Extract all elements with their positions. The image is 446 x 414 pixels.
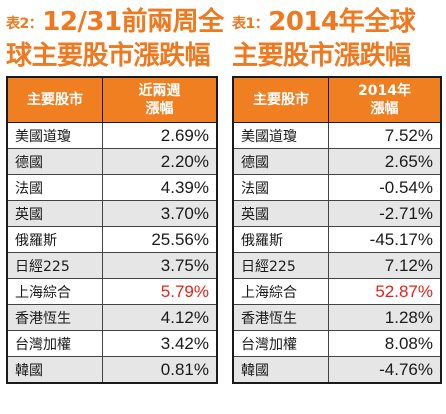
table-row: 德國 2.20% [6,148,218,175]
market-name: 香港恆生 [6,304,103,331]
two-week-table-panel: 表2：12/31前兩周全 球主要股市漲跌幅 主要股市 近兩週 漲幅 美國道瓊 2.… [6,6,224,384]
market-name: 香港恆生 [232,304,329,331]
title-line-2: 主要股市漲跌幅 [232,41,411,71]
annual-table: 主要股市 2014年 漲幅 美國道瓊 7.52% 德國 2.65% 法國 -0.54%… [232,76,442,384]
market-name: 俄羅斯 [232,226,329,253]
table-row: 上海綜合 5.79% [6,278,218,305]
table-row: 台灣加權 3.42% [6,330,218,357]
title-line-2: 球主要股市漲跌幅 [6,41,211,71]
table-row: 香港恆生 4.12% [6,304,218,331]
table-row: 韓國 -4.76% [232,356,442,384]
header-market: 主要股市 [232,76,329,123]
market-name: 台灣加權 [6,330,103,357]
table-row: 香港恆生 1.28% [232,304,442,331]
market-name: 法國 [6,174,103,201]
market-name: 台灣加權 [232,330,329,357]
table-row: 日經225 3.75% [6,252,218,279]
header-change-line-2: 漲幅 [370,101,399,117]
table-number-tag: 表2： [6,16,43,32]
change-value: -45.17% [328,226,442,253]
header-change-line-2: 漲幅 [145,101,174,117]
header-change-line-1: 近兩週 [138,83,181,99]
change-value: -2.71% [328,200,442,227]
table-row: 俄羅斯 -45.17% [232,226,442,253]
annual-table-title: 表1：2014年全球 主要股市漲跌幅 [232,6,442,76]
table-row: 日經225 7.12% [232,252,442,279]
change-value: 2.65% [328,148,442,175]
change-value: 0.81% [102,356,218,384]
market-name: 韓國 [232,356,329,384]
market-name: 日經225 [6,252,103,279]
header-change: 2014年 漲幅 [328,76,442,123]
market-name: 英國 [232,200,329,227]
change-value: 8.08% [328,330,442,357]
change-value: -0.54% [328,174,442,201]
change-value: 3.70% [102,200,218,227]
two-week-table: 主要股市 近兩週 漲幅 美國道瓊 2.69% 德國 2.20% 法國 4.39% 英國… [6,76,218,384]
change-value: 4.39% [102,174,218,201]
highlighted-change-value: 52.87% [328,278,442,305]
market-name: 法國 [232,174,329,201]
title-line-1: 12/31前兩周全 [42,7,224,37]
table-row: 英國 -2.71% [232,200,442,227]
title-line-1: 2014年全球 [268,7,416,37]
change-value: 3.42% [102,330,218,357]
header-change-line-1: 2014年 [358,83,411,99]
market-name: 美國道瓊 [232,122,329,149]
market-name: 日經225 [232,252,329,279]
change-value: 2.20% [102,148,218,175]
market-name: 德國 [6,148,103,175]
change-value: 25.56% [102,226,218,253]
two-week-table-title: 表2：12/31前兩周全 球主要股市漲跌幅 [6,6,224,76]
market-name: 上海綜合 [232,278,329,305]
table-row: 法國 4.39% [6,174,218,201]
table-row: 美國道瓊 2.69% [6,122,218,149]
header-change: 近兩週 漲幅 [102,76,218,123]
table-row: 台灣加權 8.08% [232,330,442,357]
change-value: 3.75% [102,252,218,279]
highlighted-change-value: 5.79% [102,278,218,305]
table-row: 俄羅斯 25.56% [6,226,218,253]
change-value: 1.28% [328,304,442,331]
change-value: 2.69% [102,122,218,149]
change-value: -4.76% [328,356,442,384]
market-name: 俄羅斯 [6,226,103,253]
table-row: 法國 -0.54% [232,174,442,201]
table-number-tag: 表1： [232,16,269,32]
table-row: 德國 2.65% [232,148,442,175]
table-row: 美國道瓊 7.52% [232,122,442,149]
header-market: 主要股市 [6,76,103,123]
change-value: 7.12% [328,252,442,279]
market-name: 美國道瓊 [6,122,103,149]
market-name: 上海綜合 [6,278,103,305]
market-name: 英國 [6,200,103,227]
table-header-row: 主要股市 2014年 漲幅 [232,76,442,123]
table-row: 英國 3.70% [6,200,218,227]
table-row: 上海綜合 52.87% [232,278,442,305]
market-name: 韓國 [6,356,103,384]
market-name: 德國 [232,148,329,175]
change-value: 4.12% [102,304,218,331]
change-value: 7.52% [328,122,442,149]
table-row: 韓國 0.81% [6,356,218,384]
annual-table-panel: 表1：2014年全球 主要股市漲跌幅 主要股市 2014年 漲幅 美國道瓊 7.5… [232,6,442,384]
table-header-row: 主要股市 近兩週 漲幅 [6,76,218,123]
